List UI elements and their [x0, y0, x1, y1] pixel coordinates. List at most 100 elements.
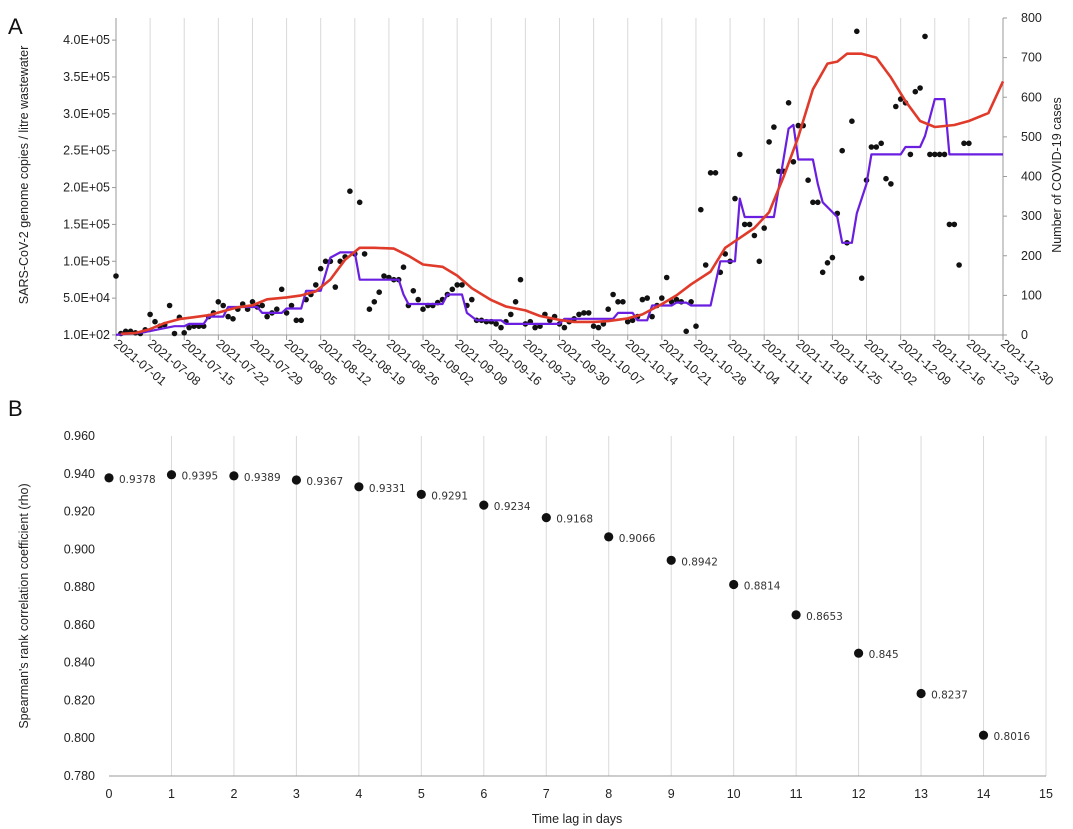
panel-b-y-tick-label: 0.940	[64, 467, 95, 481]
wastewater-point	[961, 140, 967, 147]
wastewater-point	[274, 306, 280, 313]
wastewater-point	[469, 296, 475, 303]
wastewater-point	[639, 296, 646, 303]
wastewater-point	[113, 273, 119, 279]
wastewater-point	[410, 288, 417, 294]
wastewater-point	[839, 147, 845, 154]
wastewater-point	[883, 175, 889, 182]
wastewater-point	[454, 282, 461, 288]
panel-b-data-labels: 0.9378 0.9395 0.9389 0.9367 0.9331 0.9291 0.92…	[119, 471, 1031, 744]
wastewater-point	[181, 330, 187, 336]
correlation-point	[978, 730, 989, 740]
wastewater-point	[756, 258, 763, 265]
correlation-data-label: 0.9168	[556, 514, 593, 526]
wastewater-point	[620, 299, 626, 305]
wastewater-point	[605, 306, 611, 313]
wastewater-point	[946, 221, 953, 228]
wastewater-point	[824, 260, 831, 266]
correlation-data-label: 0.9367	[306, 476, 343, 488]
wastewater-point	[907, 151, 914, 158]
correlation-point	[166, 470, 177, 480]
correlation-data-label: 0.8653	[806, 611, 843, 623]
correlation-data-label: 0.9331	[369, 483, 406, 495]
wastewater-point	[805, 177, 811, 183]
correlation-data-label: 0.8237	[931, 690, 968, 702]
panel-a-left-tick-label: 1.5E+05	[63, 217, 110, 231]
wastewater-point	[415, 296, 422, 303]
panel-a-wastewater-points	[113, 28, 972, 337]
wastewater-point	[381, 273, 387, 279]
panel-a-right-tick-label: 100	[1021, 288, 1042, 302]
wastewater-point	[624, 318, 631, 325]
panel-b-x-tick-label: 14	[977, 787, 991, 801]
panel-a-right-tick-labels: 0 100 200 300 400 500 600 700 800	[1021, 11, 1042, 342]
wastewater-point	[854, 28, 860, 35]
panel-b-y-tick-label: 0.920	[64, 505, 95, 519]
wastewater-point	[644, 295, 650, 301]
panel-b-y-tick-labels: 0.780 0.800 0.820 0.840 0.860 0.880 0.900 0.920…	[64, 429, 95, 783]
panel-b-y-tick-label: 0.960	[64, 429, 95, 443]
correlation-point	[729, 579, 739, 590]
correlation-point	[666, 555, 676, 565]
wastewater-point	[225, 313, 231, 320]
correlation-data-label: 0.9291	[431, 490, 468, 502]
panel-b-y-axis-title: Spearman's rank correlation coefficient …	[17, 483, 31, 728]
panel-b-x-tick-label: 10	[727, 787, 741, 801]
correlation-data-label: 0.9066	[619, 533, 656, 545]
wastewater-point	[849, 118, 855, 124]
wastewater-point	[215, 299, 222, 305]
wastewater-point	[673, 296, 680, 303]
wastewater-point	[751, 232, 758, 239]
panel-b-x-tick-label: 1	[168, 787, 175, 801]
panel-a-left-tick-label: 1.0E+05	[63, 254, 110, 268]
wastewater-point	[585, 310, 592, 316]
wastewater-point	[868, 144, 875, 150]
wastewater-point	[912, 88, 919, 95]
wastewater-point	[249, 299, 256, 305]
panel-a-left-tick-label: 1.0E+02	[63, 328, 110, 342]
wastewater-point	[376, 289, 383, 296]
correlation-point	[791, 610, 801, 620]
panel-b-y-tick-label: 0.780	[64, 769, 95, 783]
wastewater-point	[873, 144, 880, 150]
panel-b-x-tick-label: 5	[418, 787, 425, 801]
panel-a-series-lines	[115, 52, 1005, 336]
wastewater-point	[795, 122, 802, 129]
wastewater-point	[347, 188, 353, 194]
wastewater-point	[371, 299, 378, 305]
panel-a-left-tick-label: 5.0E+04	[63, 291, 110, 305]
panel-b-x-axis-title: Time lag in days	[532, 812, 623, 826]
panel-b-y-tick-label: 0.800	[64, 731, 95, 745]
panel-b-x-tick-label: 15	[1039, 787, 1053, 801]
panel-a-left-tick-label: 3.0E+05	[63, 107, 110, 121]
panel-b-x-tick-label: 6	[480, 787, 487, 801]
panel-b-gridlines	[170, 436, 1047, 776]
correlation-data-label: 0.8814	[744, 581, 781, 593]
correlation-data-label: 0.9395	[182, 471, 219, 483]
panel-a-gridlines	[115, 18, 1004, 335]
wastewater-point	[420, 306, 426, 313]
wastewater-point	[951, 221, 958, 228]
panel-a-chart: A 1.0E+02 5.0E+04 1.0E+05 1.5E+05 2.0E+05 2.5…	[8, 11, 1064, 388]
wastewater-point	[893, 103, 899, 110]
wastewater-point	[264, 313, 270, 320]
panel-b-y-tick-label: 0.900	[64, 542, 95, 556]
wastewater-point	[278, 286, 285, 293]
wastewater-point	[922, 33, 928, 40]
wastewater-point	[171, 330, 178, 337]
wastewater-point	[259, 302, 266, 309]
panel-a-date-tick-labels: 2021-07-012021-07-082021-07-152021-07-22…	[111, 337, 1056, 389]
wastewater-point	[917, 85, 923, 91]
cases-line	[120, 52, 1005, 336]
panel-a-label: A	[8, 14, 23, 39]
correlation-point	[416, 489, 426, 499]
wastewater-point	[498, 324, 504, 331]
correlation-point	[854, 648, 864, 658]
panel-b-y-tick-label: 0.840	[64, 656, 95, 670]
wastewater-point	[683, 328, 689, 335]
wastewater-point	[283, 310, 290, 316]
wastewater-point	[790, 159, 797, 165]
correlation-point	[104, 473, 114, 483]
panel-b-x-tick-label: 3	[293, 787, 300, 801]
panel-b-x-tick-label: 11	[790, 787, 803, 801]
